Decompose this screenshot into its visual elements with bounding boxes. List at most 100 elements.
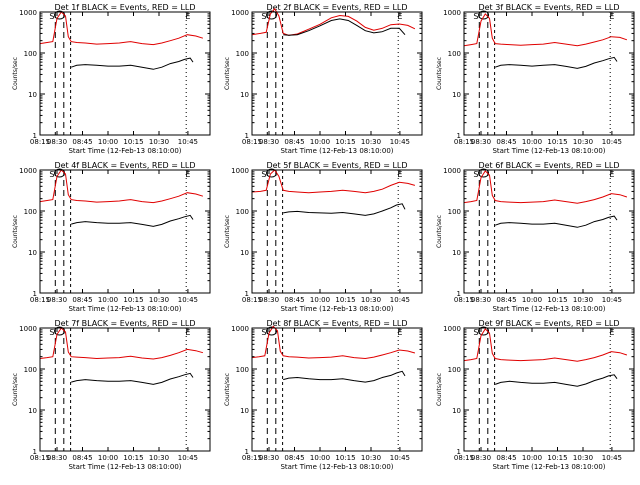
lld-series-line xyxy=(39,169,204,204)
x-axis-label: Start Time (12-Feb-13 08:10:00) xyxy=(492,305,605,313)
y-axis-label: Counts/sec xyxy=(12,57,19,90)
y-tick-label: 10 xyxy=(28,91,37,99)
y-axis-label: Counts/sec xyxy=(224,57,231,90)
y-axis-label: Counts/sec xyxy=(12,215,19,248)
events-series-line xyxy=(495,56,618,69)
x-axis-label: Start Time (12-Feb-13 08:10:00) xyxy=(492,463,605,471)
x-tick-label: 10:30 xyxy=(149,138,169,146)
x-tick-label: 10:15 xyxy=(335,296,355,304)
y-tick-label: 1 xyxy=(457,132,461,140)
x-tick-label: 10:00 xyxy=(98,296,118,304)
x-tick-label: 10:45 xyxy=(390,138,410,146)
y-tick-label: 10 xyxy=(452,91,461,99)
events-series-line xyxy=(283,203,406,216)
y-tick-label: 100 xyxy=(448,208,461,216)
y-tick-label: 1 xyxy=(33,448,37,456)
y-axis-label: Counts/sec xyxy=(436,57,443,90)
x-tick-label: 10:30 xyxy=(361,454,381,462)
start-marker-label: S xyxy=(473,170,478,179)
panel-title: Det 6f BLACK = Events, RED = LLD xyxy=(478,161,619,170)
y-tick-label: 10 xyxy=(240,91,249,99)
x-tick-label: 10:45 xyxy=(602,296,622,304)
x-tick-label: 10:15 xyxy=(335,454,355,462)
y-tick-label: 10 xyxy=(240,407,249,415)
x-tick-label: 10:45 xyxy=(178,138,198,146)
lld-series-line xyxy=(39,11,204,46)
x-axis-label: Start Time (12-Feb-13 08:10:00) xyxy=(280,147,393,155)
end-marker-label: E xyxy=(185,170,190,179)
start-marker-label: S xyxy=(261,170,266,179)
x-tick-label: 08:30 xyxy=(47,454,67,462)
y-axis-label: Counts/sec xyxy=(436,215,443,248)
y-axis-label: Counts/sec xyxy=(436,373,443,406)
s-marker-circle xyxy=(478,10,490,20)
plot-frame xyxy=(463,11,635,136)
s-marker-circle xyxy=(478,168,490,178)
x-tick-label: 08:30 xyxy=(471,454,491,462)
plot-frame xyxy=(39,169,211,294)
y-tick-label: 1 xyxy=(457,448,461,456)
lld-series-line xyxy=(463,170,628,204)
x-tick-label: 10:30 xyxy=(149,296,169,304)
y-tick-label: 100 xyxy=(448,50,461,58)
events-series-line xyxy=(495,215,618,228)
y-axis-label: Counts/sec xyxy=(224,373,231,406)
x-tick-label: 08:30 xyxy=(259,454,279,462)
x-tick-label: 08:15 xyxy=(454,138,474,146)
panel-title: Det 8f BLACK = Events, RED = LLD xyxy=(266,319,407,328)
plot-frame xyxy=(39,11,211,136)
y-tick-label: 10 xyxy=(28,249,37,257)
x-tick-label: 08:30 xyxy=(47,138,67,146)
x-tick-label: 08:45 xyxy=(284,296,304,304)
x-axis-label: Start Time (12-Feb-13 08:10:00) xyxy=(280,463,393,471)
plot-frame xyxy=(251,11,423,136)
x-tick-label: 10:15 xyxy=(547,454,567,462)
x-tick-label: 10:00 xyxy=(522,296,542,304)
y-tick-label: 1000 xyxy=(19,9,37,17)
x-tick-label: 10:45 xyxy=(602,138,622,146)
lld-series-line xyxy=(39,327,204,360)
plot-frame xyxy=(39,327,211,452)
y-tick-label: 1000 xyxy=(443,9,461,17)
x-tick-label: 10:15 xyxy=(123,296,143,304)
x-tick-label: 08:30 xyxy=(259,296,279,304)
events-series-line xyxy=(71,372,194,385)
y-tick-label: 1000 xyxy=(231,325,249,333)
x-tick-label: 08:15 xyxy=(454,454,474,462)
x-tick-label: 10:15 xyxy=(547,296,567,304)
start-marker-label: S xyxy=(473,12,478,21)
y-tick-label: 1 xyxy=(457,290,461,298)
x-tick-label: 08:45 xyxy=(72,454,92,462)
y-tick-label: 10 xyxy=(240,249,249,257)
start-marker-label: S xyxy=(49,328,54,337)
x-tick-label: 08:30 xyxy=(471,138,491,146)
panel-title: Det 9f BLACK = Events, RED = LLD xyxy=(478,319,619,328)
x-tick-label: 10:00 xyxy=(310,138,330,146)
x-axis-label: Start Time (12-Feb-13 08:10:00) xyxy=(492,147,605,155)
x-tick-label: 10:45 xyxy=(178,296,198,304)
events-series-line xyxy=(495,374,618,387)
panel-title: Det 3f BLACK = Events, RED = LLD xyxy=(478,3,619,12)
x-tick-label: 08:45 xyxy=(72,296,92,304)
y-tick-label: 10 xyxy=(452,407,461,415)
x-tick-label: 08:15 xyxy=(242,454,262,462)
y-tick-label: 100 xyxy=(24,208,37,216)
y-tick-label: 1000 xyxy=(231,167,249,175)
end-marker-label: E xyxy=(397,12,402,21)
x-tick-label: 10:00 xyxy=(522,138,542,146)
s-marker-circle xyxy=(266,326,278,336)
x-tick-label: 08:15 xyxy=(30,454,50,462)
start-marker-label: S xyxy=(49,12,54,21)
y-axis-label: Counts/sec xyxy=(12,373,19,406)
lld-series-line xyxy=(251,7,416,36)
y-tick-label: 10 xyxy=(28,407,37,415)
x-tick-label: 10:30 xyxy=(573,296,593,304)
x-tick-label: 10:15 xyxy=(123,138,143,146)
y-tick-label: 1 xyxy=(33,290,37,298)
